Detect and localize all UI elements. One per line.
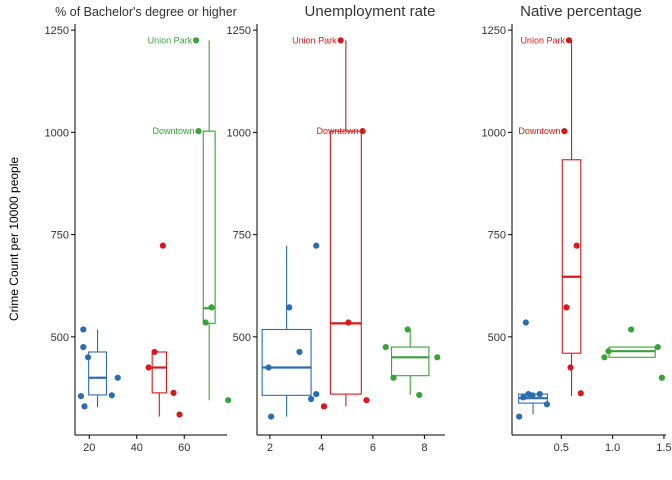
data-point xyxy=(563,304,570,311)
panel-2: Unemployment rate 500 750 1000 1250 2 4 6 8 Union… xyxy=(227,3,445,454)
y-tick-label: 750 xyxy=(233,230,251,242)
data-point xyxy=(159,242,166,249)
point-annotation: Downtown xyxy=(518,126,560,136)
data-point xyxy=(108,392,115,399)
point-annotation: Downtown xyxy=(152,126,194,136)
panel-1: % of Bachelor's degree or higher 500 750 10… xyxy=(45,5,237,454)
point-annotation: Union Park xyxy=(292,35,337,45)
y-tick-label: 750 xyxy=(488,230,506,242)
data-point xyxy=(84,354,92,361)
box-body xyxy=(329,130,362,395)
box-body xyxy=(151,351,167,394)
point-annotation: Union Park xyxy=(148,35,193,45)
data-point xyxy=(658,374,665,381)
y-tick-label: 500 xyxy=(488,332,506,344)
data-point xyxy=(337,37,344,44)
data-point xyxy=(567,364,574,371)
data-point xyxy=(627,326,635,333)
data-point xyxy=(529,392,536,399)
data-point xyxy=(573,242,580,249)
data-point xyxy=(202,319,209,326)
panel-title: Unemployment rate xyxy=(305,3,436,20)
box-body xyxy=(202,130,216,324)
data-point xyxy=(382,343,389,351)
data-point xyxy=(114,374,121,381)
data-point xyxy=(313,391,320,398)
y-tick-label: 1000 xyxy=(227,127,251,139)
x-tick-label: 60 xyxy=(178,442,190,454)
y-tick-label: 1000 xyxy=(45,127,69,139)
x-tick-label: 40 xyxy=(131,442,143,454)
panel-title: % of Bachelor's degree or higher xyxy=(55,5,237,19)
panels: % of Bachelor's degree or higher 500 750 10… xyxy=(45,3,672,454)
data-point xyxy=(170,389,177,396)
y-tick-label: 1000 xyxy=(482,127,506,139)
data-point xyxy=(195,128,202,135)
data-point xyxy=(516,413,523,420)
box-body xyxy=(261,328,312,396)
point-annotation: Union Park xyxy=(520,35,565,45)
data-point xyxy=(286,304,293,311)
data-point xyxy=(225,397,232,404)
data-point xyxy=(404,326,411,333)
data-point xyxy=(193,37,200,44)
data-point xyxy=(145,364,152,371)
x-tick-label: 1.0 xyxy=(605,442,620,454)
data-point xyxy=(313,242,320,249)
x-tick-label: 1.5 xyxy=(656,442,671,454)
y-axis-label: Crime Count per 10000 people xyxy=(7,157,21,321)
data-point xyxy=(654,343,661,351)
data-point xyxy=(520,394,527,401)
box-body xyxy=(88,351,108,396)
data-point xyxy=(345,319,352,326)
y-tick-label: 500 xyxy=(51,332,69,344)
data-point xyxy=(307,395,315,403)
data-point xyxy=(81,403,88,410)
data-point xyxy=(268,413,275,420)
data-point xyxy=(208,304,215,311)
data-point xyxy=(565,37,573,44)
y-tick-label: 750 xyxy=(51,230,69,242)
data-point xyxy=(359,128,366,135)
data-point xyxy=(151,348,158,356)
data-point xyxy=(176,411,183,418)
data-point xyxy=(80,326,87,333)
data-point xyxy=(265,364,272,371)
x-tick-label: 20 xyxy=(83,442,95,454)
panel-title: Native percentage xyxy=(520,3,642,20)
data-point xyxy=(390,374,397,381)
data-point xyxy=(605,348,612,355)
data-point xyxy=(543,401,551,408)
data-point xyxy=(522,319,529,326)
x-tick-label: 6 xyxy=(370,442,376,454)
box-body xyxy=(561,159,582,354)
data-point xyxy=(536,391,543,398)
x-tick-label: 0.5 xyxy=(554,442,569,454)
x-tick-label: 2 xyxy=(267,442,273,454)
data-point xyxy=(416,391,423,399)
data-point xyxy=(601,354,608,361)
data-point xyxy=(320,403,328,410)
point-annotation: Downtown xyxy=(317,126,359,136)
data-point xyxy=(363,397,370,404)
y-tick-label: 1250 xyxy=(482,25,506,37)
box-body xyxy=(391,346,430,377)
data-point xyxy=(77,393,85,400)
data-point xyxy=(577,390,584,397)
data-point xyxy=(296,348,303,356)
y-tick-label: 1250 xyxy=(227,25,251,37)
y-tick-label: 1250 xyxy=(45,25,69,37)
data-point xyxy=(561,128,568,135)
y-tick-label: 500 xyxy=(233,332,251,344)
data-point xyxy=(80,343,87,351)
x-tick-label: 8 xyxy=(421,442,427,454)
data-point xyxy=(434,354,441,361)
x-tick-label: 4 xyxy=(318,442,324,454)
panel-3: Native percentage 500 750 1000 1250 0.5 1.0 1.5… xyxy=(482,3,672,454)
